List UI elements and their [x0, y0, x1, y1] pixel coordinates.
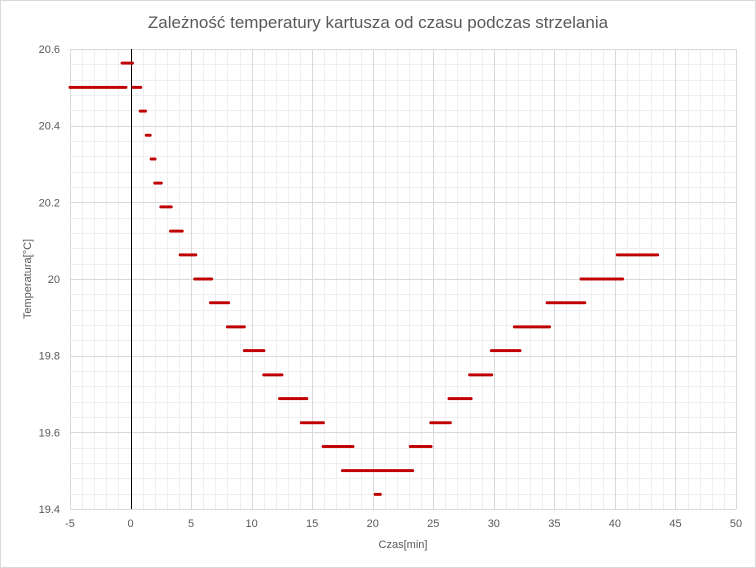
data-point	[470, 397, 473, 400]
data-point	[656, 253, 659, 256]
data-point	[144, 110, 147, 113]
y-tick-label: 20	[48, 274, 60, 286]
y-tick-label: 20.6	[39, 44, 60, 56]
x-tick-label: 20	[367, 518, 379, 530]
data-point	[351, 445, 354, 448]
x-tick-label: 25	[427, 518, 439, 530]
data-point	[280, 373, 283, 376]
x-tick-label: 0	[127, 518, 133, 530]
data-point	[519, 349, 522, 352]
data-point	[170, 205, 173, 208]
y-axis-title: Temperatura[°C]	[22, 239, 34, 319]
y-tick-label: 20.4	[39, 121, 60, 133]
data-point	[210, 278, 213, 281]
data-point	[449, 421, 452, 424]
data-point	[124, 86, 127, 89]
data-point	[181, 230, 184, 233]
data-point	[322, 421, 325, 424]
chart-title: Zależność temperatury kartusza od czasu …	[148, 13, 609, 32]
data-point	[160, 182, 163, 185]
y-tick-label: 19.6	[39, 427, 60, 439]
x-tick-label: -5	[65, 518, 75, 530]
data-point	[149, 134, 152, 137]
data-point	[430, 445, 433, 448]
y-tick-label: 19.4	[39, 504, 60, 516]
data-point	[548, 325, 551, 328]
x-tick-label: 40	[609, 518, 621, 530]
x-axis-title: Czas[min]	[379, 539, 428, 551]
x-tick-label: 45	[669, 518, 681, 530]
x-tick-label: 10	[246, 518, 258, 530]
data-point	[411, 469, 414, 472]
x-tick-label: 15	[306, 518, 318, 530]
data-point	[194, 253, 197, 256]
data-point	[621, 278, 624, 281]
data-point	[305, 397, 308, 400]
data-point	[262, 349, 265, 352]
x-tick-label: 30	[488, 518, 500, 530]
data-point	[139, 86, 142, 89]
data-point	[243, 325, 246, 328]
data-point	[154, 158, 157, 161]
data-point	[490, 373, 493, 376]
y-tick-label: 20.2	[39, 197, 60, 209]
x-tick-label: 5	[188, 518, 194, 530]
data-point	[131, 62, 134, 65]
data-point	[227, 301, 230, 304]
x-tick-label: 35	[548, 518, 560, 530]
y-tick-label: 19.8	[39, 351, 60, 363]
data-point	[379, 493, 382, 496]
data-point	[583, 301, 586, 304]
x-tick-label: 50	[730, 518, 742, 530]
